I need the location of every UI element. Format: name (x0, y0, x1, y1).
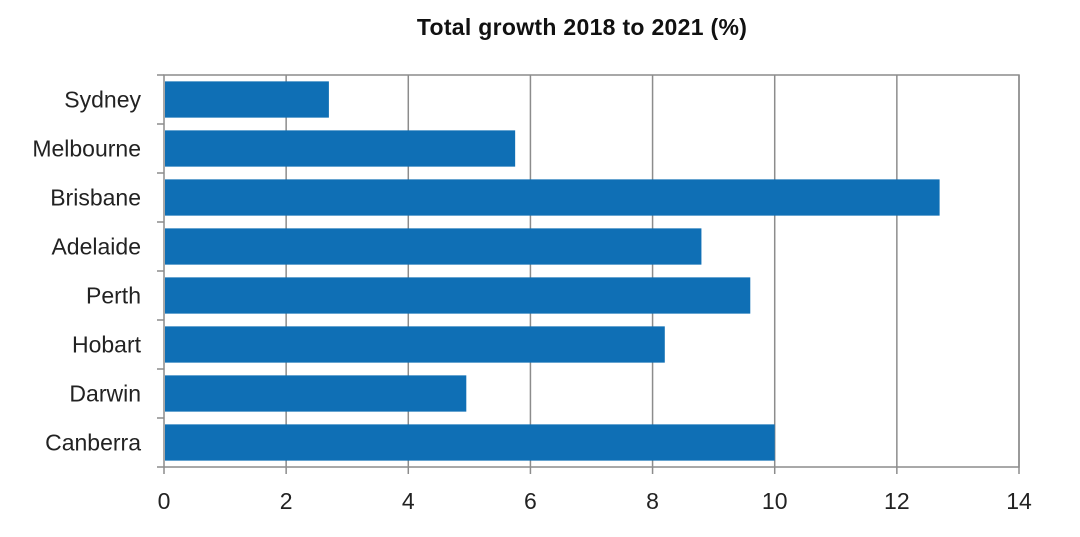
label-layer: 0 2 4 6 8 10 12 14 Sydney Melbourne Brisbane Adelai… (32, 87, 1032, 515)
chart-title: Total growth 2018 to 2021 (%) (416, 14, 748, 40)
bar-perth (165, 277, 751, 314)
category-label: Melbourne (32, 136, 141, 162)
category-label: Canberra (45, 430, 141, 456)
x-tick-label: 2 (280, 488, 293, 514)
category-label: Sydney (64, 87, 141, 113)
category-label: Brisbane (50, 185, 141, 211)
x-tick-label: 10 (762, 488, 788, 514)
x-tick-label: 0 (158, 488, 171, 514)
bar-darwin (165, 375, 467, 412)
bar-hobart (165, 326, 665, 363)
category-label: Adelaide (51, 234, 141, 260)
category-label: Darwin (69, 381, 141, 407)
x-tick-label: 8 (646, 488, 659, 514)
bar-brisbane (165, 179, 940, 216)
category-label: Perth (86, 283, 141, 309)
axis-layer (157, 74, 1020, 474)
category-label: Hobart (72, 332, 142, 358)
bar-sydney (165, 81, 329, 118)
x-tick-label: 4 (402, 488, 415, 514)
x-tick-label: 14 (1006, 488, 1032, 514)
bar-adelaide (165, 228, 702, 265)
bar-melbourne (165, 130, 516, 167)
bar-canberra (165, 424, 775, 461)
x-tick-label: 12 (884, 488, 910, 514)
bar-layer (165, 81, 940, 461)
x-tick-label: 6 (524, 488, 537, 514)
